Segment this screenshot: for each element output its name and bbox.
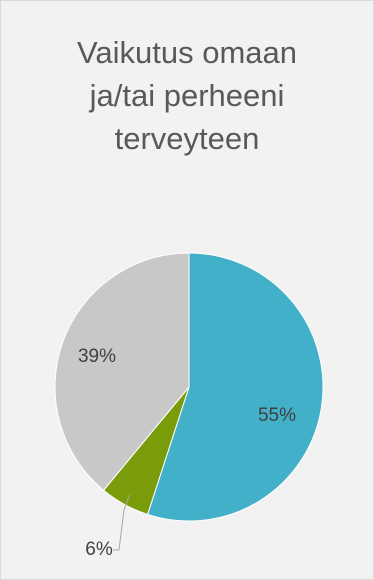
chart-title-line-2: ja/tai perheeni <box>89 78 285 113</box>
pie-slice-3 <box>54 252 190 491</box>
pie-slice-1 <box>146 252 324 522</box>
leader-line <box>113 494 131 551</box>
chart-title-line-1: Vaikutus omaan <box>77 35 297 70</box>
chart-title-line-3: terveyteen <box>114 121 260 156</box>
data-label-2: 6% <box>85 539 113 560</box>
chart-title: Vaikutus omaan ja/tai perheeni terveytee… <box>1 31 373 160</box>
data-label-3: 39% <box>78 346 116 367</box>
data-label-1: 55% <box>258 405 296 426</box>
